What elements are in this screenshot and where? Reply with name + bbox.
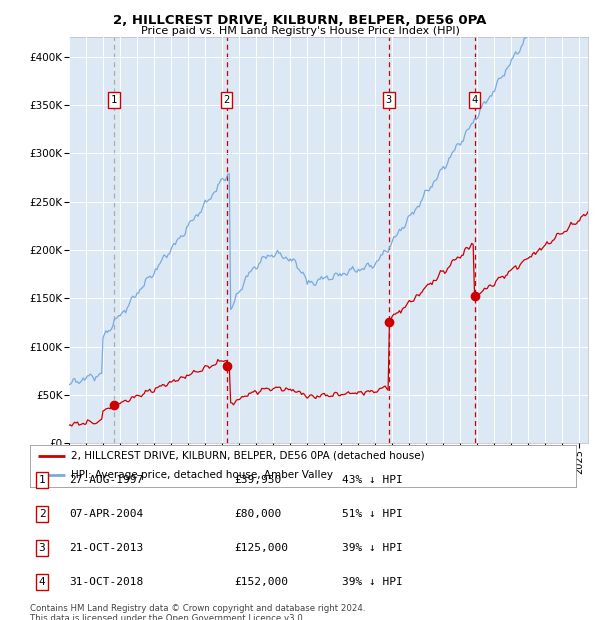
Text: 1: 1 bbox=[111, 95, 117, 105]
Text: 2: 2 bbox=[38, 509, 46, 519]
Text: 2: 2 bbox=[224, 95, 230, 105]
Text: 2, HILLCREST DRIVE, KILBURN, BELPER, DE56 0PA: 2, HILLCREST DRIVE, KILBURN, BELPER, DE5… bbox=[113, 14, 487, 27]
Text: 4: 4 bbox=[472, 95, 478, 105]
Text: Price paid vs. HM Land Registry's House Price Index (HPI): Price paid vs. HM Land Registry's House … bbox=[140, 26, 460, 36]
Text: 4: 4 bbox=[38, 577, 46, 587]
Text: Contains HM Land Registry data © Crown copyright and database right 2024.
This d: Contains HM Land Registry data © Crown c… bbox=[30, 604, 365, 620]
Text: 2, HILLCREST DRIVE, KILBURN, BELPER, DE56 0PA (detached house): 2, HILLCREST DRIVE, KILBURN, BELPER, DE5… bbox=[71, 451, 425, 461]
Text: 51% ↓ HPI: 51% ↓ HPI bbox=[342, 509, 403, 519]
Text: 3: 3 bbox=[386, 95, 392, 105]
Text: 21-OCT-2013: 21-OCT-2013 bbox=[69, 543, 143, 553]
Text: 39% ↓ HPI: 39% ↓ HPI bbox=[342, 543, 403, 553]
Text: £39,950: £39,950 bbox=[234, 475, 281, 485]
Text: £80,000: £80,000 bbox=[234, 509, 281, 519]
Text: HPI: Average price, detached house, Amber Valley: HPI: Average price, detached house, Ambe… bbox=[71, 471, 333, 480]
Text: £152,000: £152,000 bbox=[234, 577, 288, 587]
Text: 31-OCT-2018: 31-OCT-2018 bbox=[69, 577, 143, 587]
Text: 39% ↓ HPI: 39% ↓ HPI bbox=[342, 577, 403, 587]
Text: 1: 1 bbox=[38, 475, 46, 485]
Text: 27-AUG-1997: 27-AUG-1997 bbox=[69, 475, 143, 485]
Text: £125,000: £125,000 bbox=[234, 543, 288, 553]
Text: 07-APR-2004: 07-APR-2004 bbox=[69, 509, 143, 519]
Text: 3: 3 bbox=[38, 543, 46, 553]
Text: 43% ↓ HPI: 43% ↓ HPI bbox=[342, 475, 403, 485]
